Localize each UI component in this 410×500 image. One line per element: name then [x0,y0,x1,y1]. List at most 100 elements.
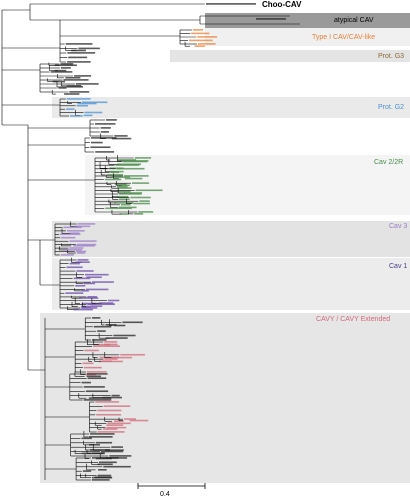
tip-label-mark [123,175,149,177]
tip-label-mark [83,399,112,401]
tip-label-mark [81,307,98,309]
tip-label-mark [117,185,128,188]
tip-label-mark [109,167,124,170]
tip-label-mark [191,32,210,35]
tip-label-mark [96,413,122,416]
clade-label-atypical: atypical CAV [334,17,374,24]
tip-label-mark [97,463,113,466]
tip-label-mark [98,468,107,471]
tip-label-mark [76,104,89,107]
tip-label-mark [97,474,112,477]
tip-label-mark [117,190,131,193]
tip-label-mark [101,450,124,453]
tip-label-mark [101,360,112,362]
tip-label-mark [52,80,66,83]
tip-label-mark [90,146,111,149]
tip-label-mark [92,452,105,455]
tip-label-mark [117,187,132,189]
tip-label-mark [58,87,67,89]
tip-label-mark [110,171,119,174]
tip-label-mark [71,49,86,52]
tip-label-mark [113,202,134,204]
tip-label-mark [106,426,127,429]
tip-label-mark [66,98,91,100]
tip-label-mark [65,43,93,45]
tip-label-mark [114,135,128,137]
tip-label-mark [197,43,216,45]
tip-label-mark [103,405,131,407]
clade-label-cavy: CAVY / CAVY Extended [316,316,391,323]
tip-label-mark [103,428,118,430]
tip-label-mark [65,76,81,79]
tip-label-mark [79,297,99,299]
tip-label-mark [93,345,121,347]
tip-label-mark [92,281,114,283]
tip-label-mark [123,192,143,194]
tip-label-mark [100,131,109,133]
tip-label-mark [67,229,85,232]
tip-label-mark [106,174,124,176]
tip-label-mark [61,236,76,239]
tip-label-mark [83,282,96,285]
tip-label-mark [76,243,97,246]
tip-label-mark [54,69,67,72]
tip-label-mark [92,317,101,319]
tip-label-mark [114,420,124,422]
tip-label-mark [81,101,108,104]
tip-label-mark [107,299,120,302]
tip-label-mark [54,64,77,67]
tip-label-mark [111,356,133,359]
tip-label-mark [60,254,74,256]
tip-label-mark [83,386,105,388]
tip-label-mark [60,63,74,65]
tip-label-mark [81,305,91,308]
tip-label-mark [85,390,109,393]
tip-label-mark [78,47,100,50]
tip-label-mark [87,303,115,306]
tip-label-mark [119,198,130,201]
tip-label-mark [86,373,108,375]
tip-label-mark [65,292,84,294]
tip-label-mark [206,3,256,5]
tip-label-mark [188,39,213,42]
band-cav1 [52,258,410,310]
tip-label-mark [81,381,91,384]
tip-label-mark [86,375,102,378]
tip-label-mark [69,262,80,265]
tip-label-mark [130,196,151,199]
tip-label-mark [105,337,128,339]
clade-label-choo: Choo-CAV [262,0,302,9]
clade-label-typeI: Type I CAV/CAV-like [312,34,376,41]
tip-label-mark [109,455,132,457]
tip-label-mark [97,431,125,433]
tip-label-mark [104,341,118,343]
tip-label-mark [102,396,122,399]
tip-label-mark [69,91,90,93]
tip-label-mark [84,349,99,352]
tip-label-mark [92,339,107,341]
tip-label-mark [135,189,163,192]
tip-label-mark [76,252,86,254]
tip-label-mark [99,461,117,464]
tip-label-mark [131,182,150,184]
tip-label-mark [74,75,92,77]
tip-label-mark [118,206,137,209]
tip-label-mark [67,61,91,63]
tip-label-mark [111,176,131,178]
tip-label-mark [97,409,122,412]
tip-label-mark [85,288,109,291]
tip-label-mark [119,213,129,215]
tip-label-mark [68,56,88,59]
tip-label-mark [94,476,112,479]
tip-label-mark [113,324,126,327]
tip-label-mark [82,470,92,472]
tip-label-mark [84,111,103,114]
tip-label-mark [86,371,107,373]
scale-bar-label: 0.4 [160,491,170,498]
tip-label-mark [107,422,131,425]
tip-label-mark [83,114,93,117]
tip-label-mark [75,250,87,253]
tip-label-mark [91,479,110,481]
tip-label-mark [105,324,117,326]
tip-label-mark [111,446,123,448]
